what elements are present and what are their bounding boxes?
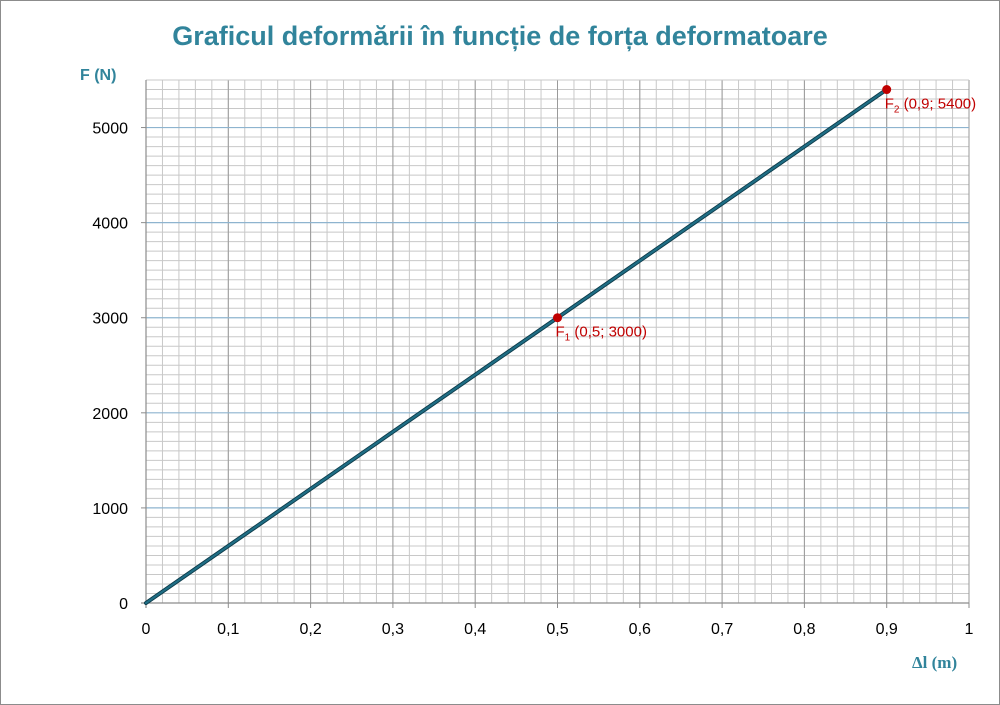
y-tick-label: 5000: [92, 121, 128, 138]
x-tick-label: 1: [965, 621, 974, 638]
points-layer: F1 (0,5; 3000) F2 (0,9; 5400): [553, 85, 976, 344]
x-tick-label: 0: [142, 621, 151, 638]
major-grid: [146, 79, 970, 603]
y-tick-label: 3000: [92, 311, 128, 328]
x-tick-label: 0,8: [793, 621, 815, 638]
x-axis-label: Δl (m): [912, 653, 957, 672]
y-axis-label: F (N): [80, 67, 116, 84]
x-tick-label: 0,2: [299, 621, 321, 638]
x-tick-labels: 0 0,1 0,2 0,3 0,4 0,5 0,6 0,7 0,8 0,9 1: [142, 621, 974, 638]
y-tick-label: 2000: [92, 406, 128, 423]
y-tick-label: 1000: [92, 501, 128, 518]
chart-title: Graficul deformării în funcție de forța …: [172, 21, 828, 51]
y-tick-label: 0: [119, 596, 128, 613]
data-point-f2: [882, 85, 892, 95]
x-tick-label: 0,4: [464, 621, 486, 638]
point-label-f1: F1 (0,5; 3000): [556, 324, 647, 344]
data-point-f1: [553, 313, 562, 323]
x-tick-label: 0,1: [217, 621, 239, 638]
x-tick-label: 0,7: [711, 621, 733, 638]
series-layer: [144, 87, 889, 605]
y-tick-labels: 0 1000 2000 3000 4000 5000: [92, 121, 128, 613]
x-tick-label: 0,3: [382, 621, 404, 638]
axes: [141, 80, 970, 608]
point-label-f2: F2 (0,9; 5400): [885, 96, 976, 116]
series-line: [144, 88, 888, 605]
x-tick-label: 0,6: [629, 621, 651, 638]
x-tick-label: 0,5: [546, 621, 568, 638]
y-tick-label: 4000: [92, 216, 128, 233]
x-tick-label: 0,9: [876, 621, 898, 638]
